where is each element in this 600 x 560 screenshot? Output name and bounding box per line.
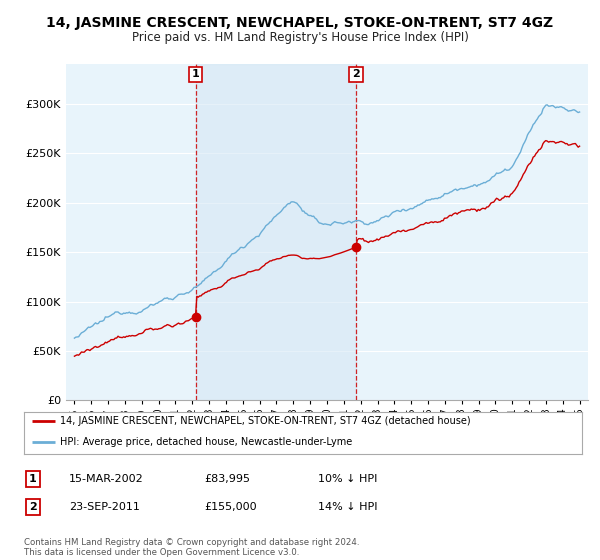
Text: £155,000: £155,000 xyxy=(204,502,257,512)
Text: 1: 1 xyxy=(29,474,37,484)
Text: £83,995: £83,995 xyxy=(204,474,250,484)
Text: 14, JASMINE CRESCENT, NEWCHAPEL, STOKE-ON-TRENT, ST7 4GZ: 14, JASMINE CRESCENT, NEWCHAPEL, STOKE-O… xyxy=(46,16,554,30)
Text: 2: 2 xyxy=(352,69,360,80)
Text: 2: 2 xyxy=(29,502,37,512)
Text: 1: 1 xyxy=(192,69,200,80)
Text: HPI: Average price, detached house, Newcastle-under-Lyme: HPI: Average price, detached house, Newc… xyxy=(60,437,353,447)
Text: 14, JASMINE CRESCENT, NEWCHAPEL, STOKE-ON-TRENT, ST7 4GZ (detached house): 14, JASMINE CRESCENT, NEWCHAPEL, STOKE-O… xyxy=(60,416,471,426)
Text: 15-MAR-2002: 15-MAR-2002 xyxy=(69,474,144,484)
Text: 14% ↓ HPI: 14% ↓ HPI xyxy=(318,502,377,512)
Text: Price paid vs. HM Land Registry's House Price Index (HPI): Price paid vs. HM Land Registry's House … xyxy=(131,31,469,44)
Text: Contains HM Land Registry data © Crown copyright and database right 2024.
This d: Contains HM Land Registry data © Crown c… xyxy=(24,538,359,557)
Bar xyxy=(196,64,356,400)
Text: 10% ↓ HPI: 10% ↓ HPI xyxy=(318,474,377,484)
Text: 23-SEP-2011: 23-SEP-2011 xyxy=(69,502,140,512)
